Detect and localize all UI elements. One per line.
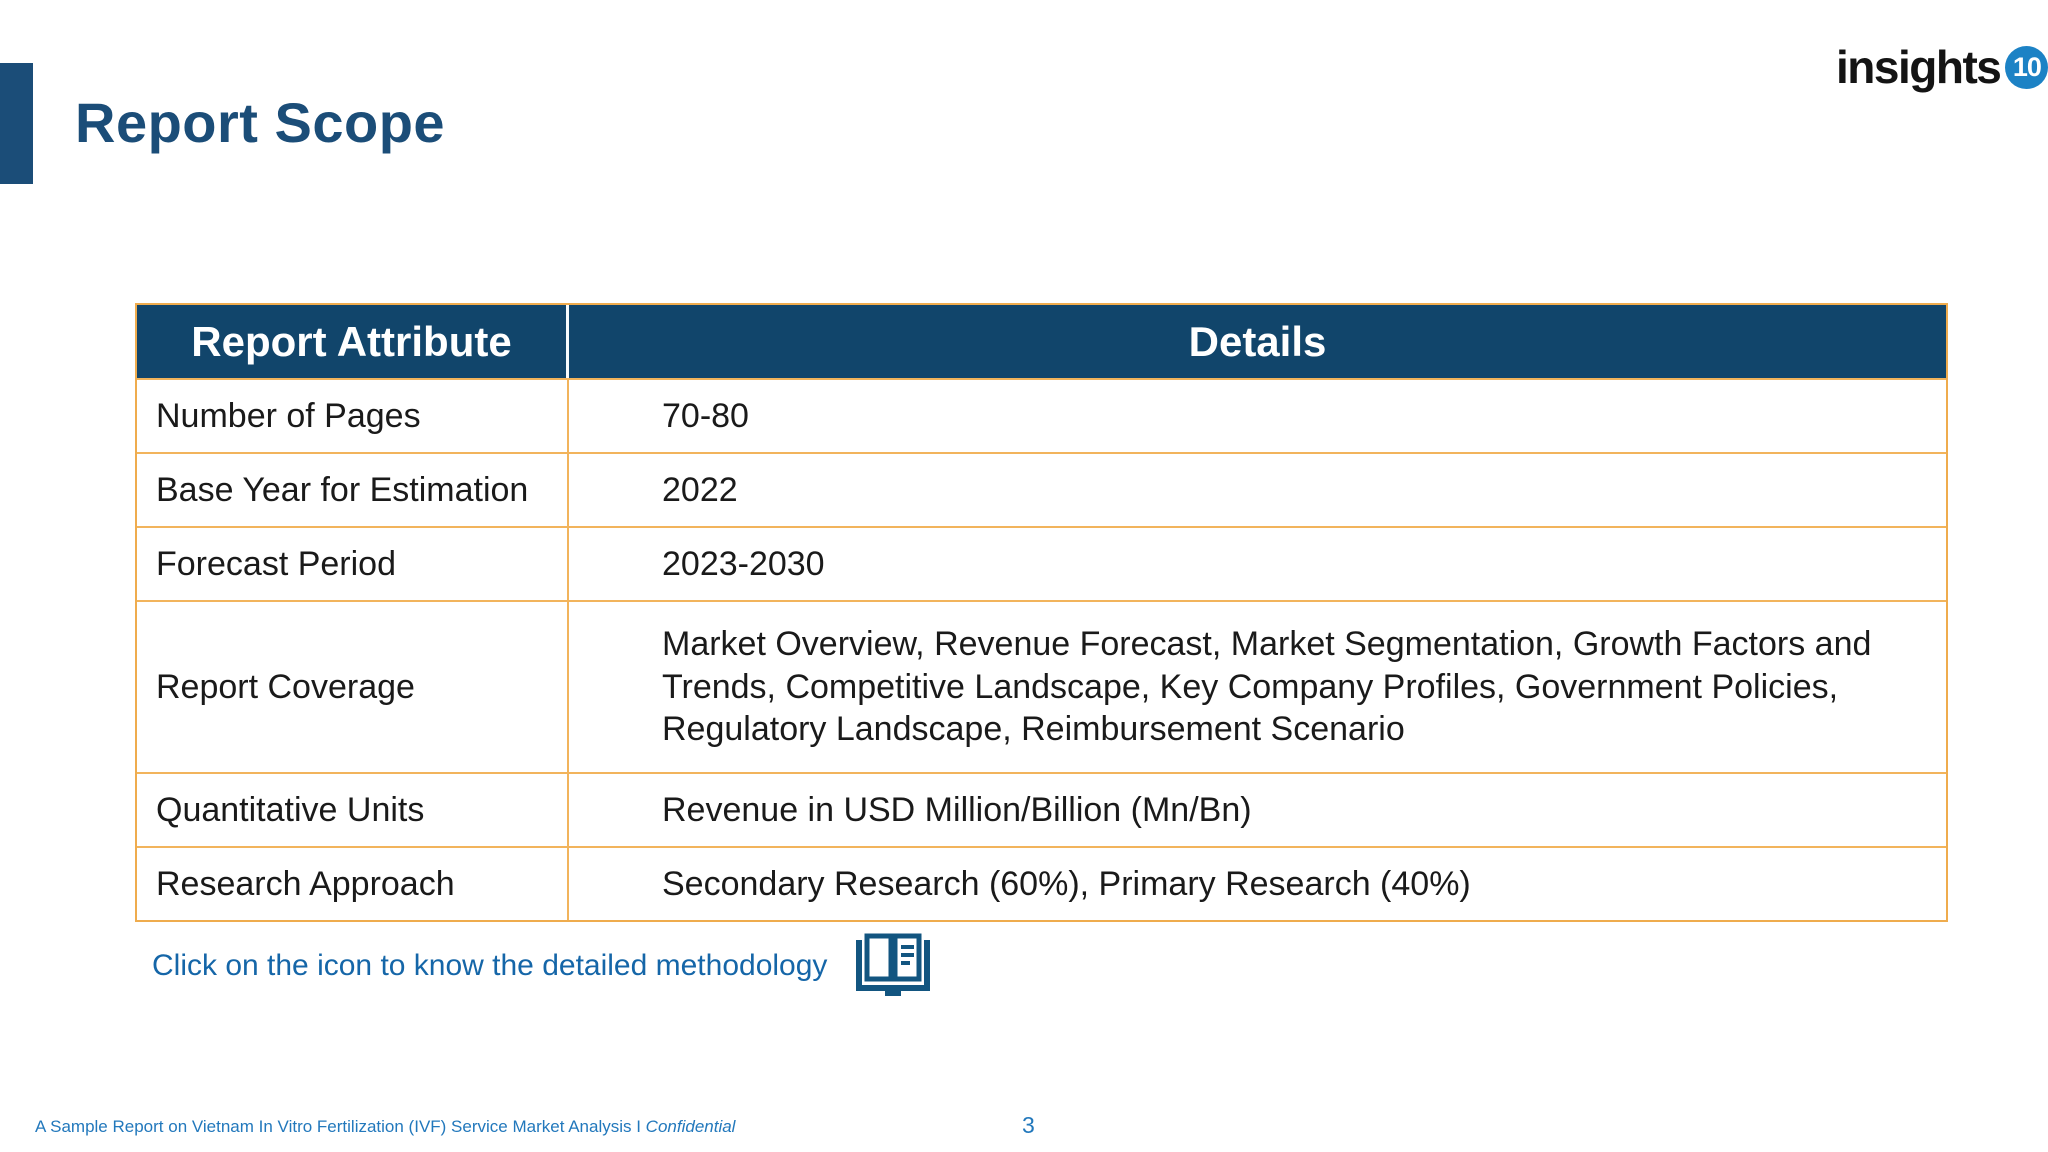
table-row: Report Coverage Market Overview, Revenue… <box>137 600 1946 772</box>
page-title: Report Scope <box>75 91 446 154</box>
attribute-cell: Quantitative Units <box>137 774 569 846</box>
attribute-cell: Base Year for Estimation <box>137 454 569 526</box>
details-cell: 2023-2030 <box>662 544 825 583</box>
footer-report-title: A Sample Report on Vietnam In Vitro Fert… <box>35 1117 735 1137</box>
details-cell: Market Overview, Revenue Forecast, Marke… <box>662 624 1872 749</box>
logo-badge-10: 10 <box>2005 45 2048 89</box>
report-scope-table: Report Attribute Details Number of Pages… <box>135 303 1948 922</box>
open-book-icon[interactable] <box>853 932 933 1000</box>
table-row: Base Year for Estimation 2022 <box>137 452 1946 526</box>
title-accent-bar <box>0 63 33 184</box>
footer-report-text: A Sample Report on Vietnam In Vitro Fert… <box>35 1117 646 1136</box>
details-cell: Revenue in USD Million/Billion (Mn/Bn) <box>662 790 1252 829</box>
insights10-logo: insights 10 <box>1836 40 2048 94</box>
attribute-cell: Forecast Period <box>137 528 569 600</box>
details-cell: 2022 <box>662 470 738 509</box>
logo-wordmark: insights <box>1836 41 2002 93</box>
header-report-attribute: Report Attribute <box>137 305 569 378</box>
attribute-cell: Research Approach <box>137 848 569 920</box>
table-row: Research Approach Secondary Research (60… <box>137 846 1946 920</box>
table-header-row: Report Attribute Details <box>137 305 1946 378</box>
table-row: Quantitative Units Revenue in USD Millio… <box>137 772 1946 846</box>
details-cell: Secondary Research (60%), Primary Resear… <box>662 864 1471 903</box>
header-details: Details <box>1188 317 1327 365</box>
table-row: Forecast Period 2023-2030 <box>137 526 1946 600</box>
methodology-label: Click on the icon to know the detailed m… <box>152 949 828 982</box>
page-number: 3 <box>1022 1112 1035 1138</box>
attribute-cell: Number of Pages <box>137 380 569 452</box>
table-row: Number of Pages 70-80 <box>137 378 1946 452</box>
footer-confidential: Confidential <box>645 1117 736 1136</box>
details-cell: 70-80 <box>662 396 749 435</box>
methodology-note: Click on the icon to know the detailed m… <box>152 930 933 1002</box>
attribute-cell: Report Coverage <box>137 602 569 772</box>
table-body: Number of Pages 70-80 Base Year for Esti… <box>137 378 1946 920</box>
